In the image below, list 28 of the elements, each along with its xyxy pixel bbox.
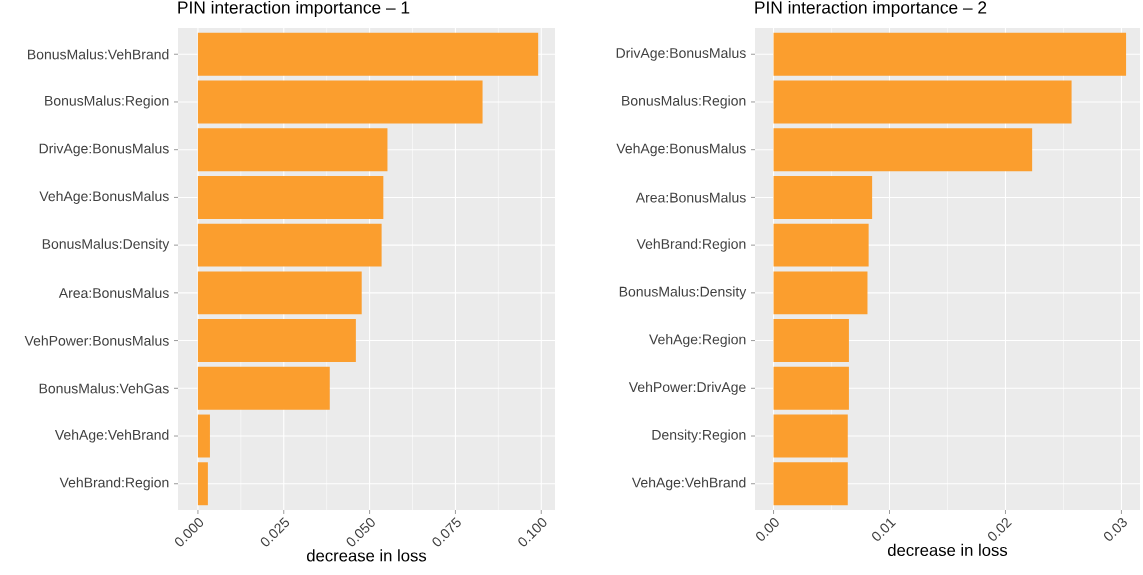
y-tick-label: Area:BonusMalus xyxy=(635,192,746,203)
y-tick-label: VehAge:VehBrand xyxy=(631,477,746,491)
chart-title: PIN interaction importance – 1 xyxy=(178,0,410,18)
y-tick-label: VehAge:BonusMalus xyxy=(616,143,746,157)
x-tick-label: 0.03 xyxy=(1103,517,1127,541)
x-axis-title: decrease in loss xyxy=(306,549,427,562)
y-tick-label: VehPower:BonusMalus xyxy=(24,335,169,346)
y-tick-label: VehBrand:Region xyxy=(59,477,169,491)
x-axis-title: decrease in loss xyxy=(887,543,1008,557)
y-tick-label: DrivAge:BonusMalus xyxy=(39,143,169,157)
x-tick-label: 0.00 xyxy=(756,518,779,541)
chart-title: PIN interaction importance – 2 xyxy=(755,0,987,18)
y-tick-label: BonusMalus:Region xyxy=(45,95,169,109)
y-tick-label: BonusMalus:VehBrand xyxy=(28,49,169,60)
y-tick-label: BonusMalus:VehGas xyxy=(39,383,169,394)
x-tick-label: 0.01 xyxy=(872,518,896,541)
y-tick-label: Area:BonusMalus xyxy=(58,287,169,298)
y-tick-label: VehPower:DrivAge xyxy=(628,381,746,395)
y-tick-label: VehAge:Region xyxy=(649,334,746,348)
y-tick-label: BonusMalus:Density xyxy=(42,238,170,252)
y-tick-label: VehAge:BonusMalus xyxy=(39,190,169,204)
y-tick-label: VehBrand:Region xyxy=(636,238,746,252)
y-tick-label: DrivAge:BonusMalus xyxy=(616,47,746,61)
y-tick-label: Density:Region xyxy=(652,429,746,443)
x-tick-label: 0.02 xyxy=(988,517,1012,541)
y-tick-label: VehAge:VehBrand xyxy=(54,429,169,443)
y-tick-label: BonusMalus:Region xyxy=(622,95,746,109)
y-tick-label: BonusMalus:Density xyxy=(619,286,747,300)
